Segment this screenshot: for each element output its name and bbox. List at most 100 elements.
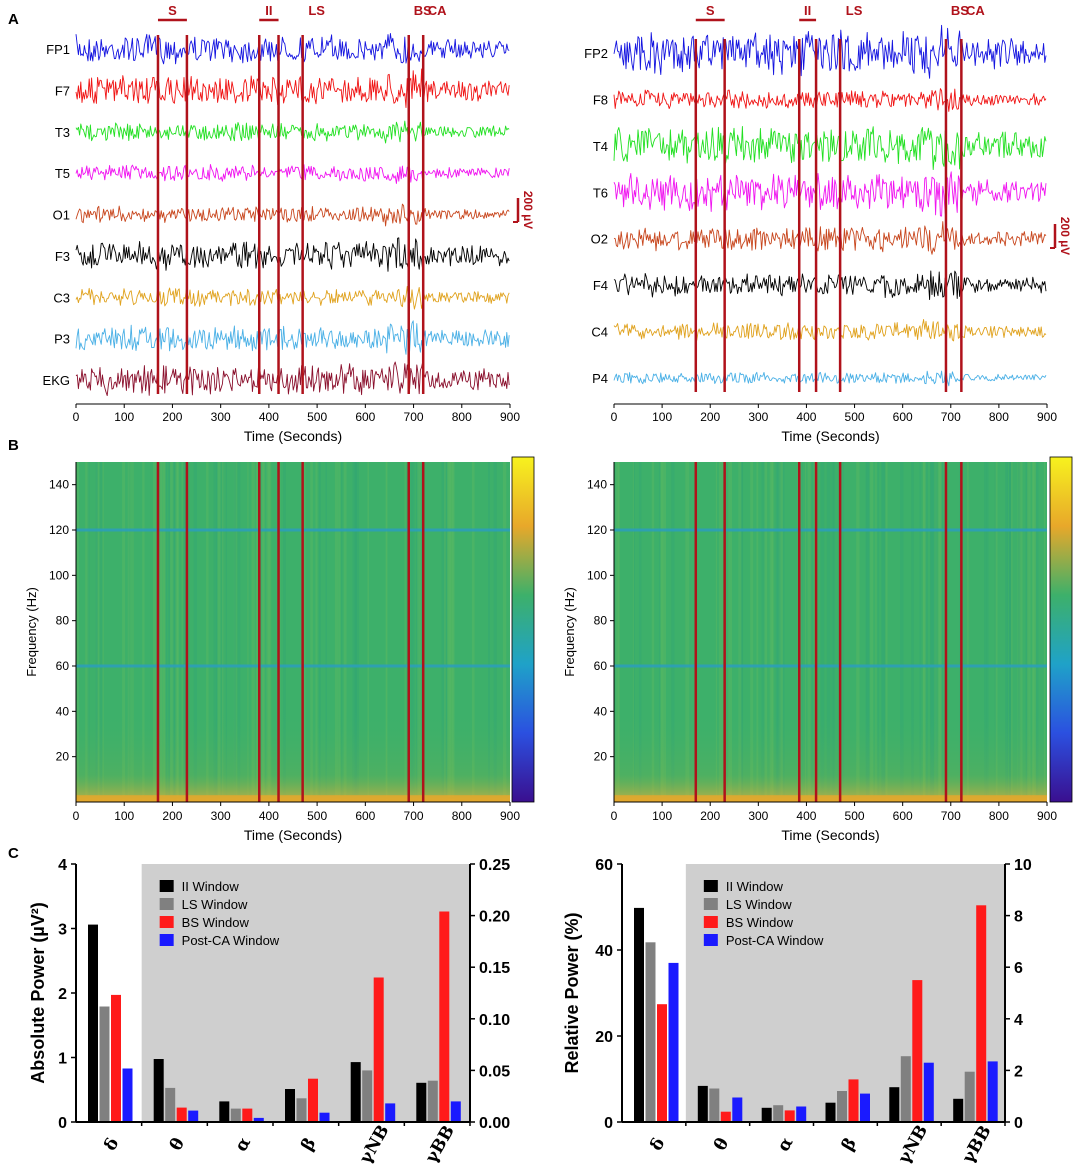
- band-power-chart-4: δ θ α β γNB γBB 0 1 2 3 4 0.00 0.05 0.10 0.15 0.20 0.25 A…: [28, 857, 510, 1167]
- spectrogram-3: 0 100 200 300 400 500 600 700 800 900 20 40 60 80 100 1…: [562, 456, 1073, 843]
- y-tick-label: 20: [56, 750, 70, 764]
- spectrogram-texture: [658, 462, 661, 802]
- event-label: II: [804, 3, 811, 18]
- spectrogram-texture: [87, 462, 90, 802]
- x-tick-label: 700: [404, 410, 424, 424]
- category-label: β: [838, 1135, 861, 1155]
- x-tick-label: 800: [989, 809, 1009, 823]
- y-tick-label: 40: [594, 704, 608, 718]
- spectrogram-texture: [158, 462, 162, 802]
- trace-P4: [613, 370, 1047, 387]
- spectrogram-texture: [283, 462, 286, 802]
- spectrogram-texture: [451, 462, 455, 802]
- channel-label: P3: [54, 332, 70, 347]
- channel-label: O2: [591, 232, 608, 247]
- spectrogram-texture: [842, 462, 845, 802]
- spectrogram-texture: [967, 462, 969, 802]
- spectrogram-texture: [334, 462, 338, 802]
- spectrogram-texture: [1033, 462, 1036, 802]
- spectrogram-texture: [719, 462, 723, 802]
- bar-bs-window-2: [242, 1108, 253, 1122]
- bar-post-ca-window-3: [860, 1093, 870, 1122]
- x-tick-label: 500: [307, 410, 327, 424]
- spectrogram-texture: [153, 462, 157, 802]
- y-tick-label: 140: [587, 478, 607, 492]
- left-y-tick-label: 1: [58, 1051, 67, 1068]
- spectrogram-texture: [261, 462, 265, 802]
- bar-ls-window-5: [427, 1080, 438, 1122]
- bar-post-ca-window-5: [987, 1061, 998, 1122]
- category-label: γNB: [356, 1122, 394, 1168]
- right-axis-region: [685, 864, 1005, 1122]
- trace-C4: [613, 319, 1047, 342]
- trace-F7: [75, 68, 510, 110]
- spectrogram-texture: [100, 462, 103, 802]
- low-frequency-power: [614, 711, 1047, 802]
- right-y-tick-label: 0.20: [479, 909, 510, 926]
- x-tick-label: 600: [355, 809, 375, 823]
- spectrogram-texture: [225, 462, 227, 802]
- trace-O2: [613, 221, 1047, 255]
- trace-F3: [75, 237, 510, 272]
- spectrogram-texture: [763, 462, 768, 802]
- spectrogram-texture: [410, 462, 413, 802]
- spectrogram-texture: [343, 462, 347, 802]
- x-tick-label: 700: [404, 809, 424, 823]
- x-axis-label: Time (Seconds): [781, 428, 879, 444]
- bar-bs-window-3: [848, 1079, 859, 1122]
- bar-ls-window-0: [645, 942, 656, 1122]
- bar-post-ca-window-2: [253, 1117, 264, 1122]
- trace-F8: [613, 88, 1047, 112]
- x-tick-label: 800: [989, 410, 1009, 424]
- trace-P3: [75, 320, 510, 355]
- line-noise-band: [614, 664, 1047, 668]
- legend-swatch: [703, 934, 718, 946]
- channel-label: P4: [592, 371, 608, 386]
- x-tick-label: 900: [1037, 809, 1057, 823]
- spectrogram-texture: [142, 462, 145, 802]
- x-tick-label: 400: [796, 809, 816, 823]
- left-y-tick-label: 2: [58, 986, 67, 1003]
- right-y-tick-label: 0: [1014, 1115, 1023, 1132]
- bar-bs-window-5: [976, 905, 987, 1122]
- bar-ii-window-3: [285, 1089, 295, 1122]
- spectrogram-texture: [671, 462, 675, 802]
- x-tick-label: 400: [259, 809, 279, 823]
- legend-label: LS Window: [182, 897, 248, 912]
- bar-post-ca-window-5: [450, 1101, 461, 1122]
- spectrogram-texture: [169, 462, 174, 802]
- right-y-tick-label: 10: [1014, 857, 1032, 874]
- spectrogram-texture: [233, 462, 236, 802]
- x-tick-label: 100: [652, 410, 672, 424]
- x-tick-label: 200: [162, 809, 182, 823]
- spectrogram-texture: [404, 462, 407, 802]
- spectrogram-texture: [217, 462, 221, 802]
- spectrogram-texture: [206, 462, 209, 802]
- spectrogram-texture: [502, 462, 507, 802]
- bar-post-ca-window-0: [668, 962, 679, 1122]
- spectrogram-texture: [251, 462, 254, 802]
- channel-label: C3: [53, 290, 70, 305]
- bar-ii-window-5: [953, 1098, 964, 1122]
- colorbar: [1049, 456, 1073, 803]
- category-label: α: [774, 1134, 798, 1155]
- panel-label-a: A: [8, 11, 19, 28]
- spectrogram-texture: [237, 462, 241, 802]
- spectrogram-texture: [900, 462, 904, 802]
- spectrogram-texture: [1043, 462, 1046, 802]
- spectrogram-texture: [160, 462, 165, 802]
- category-label: δ: [646, 1135, 669, 1155]
- bar-bs-window-4: [912, 980, 923, 1122]
- bar-ls-window-2: [773, 1105, 784, 1122]
- legend-swatch: [159, 898, 174, 910]
- spectrogram-texture: [826, 462, 831, 802]
- x-tick-label: 0: [611, 809, 618, 823]
- spectrogram-texture: [925, 462, 928, 802]
- y-tick-label: 120: [587, 523, 607, 537]
- left-y-tick-label: 60: [595, 857, 613, 874]
- spectrogram-texture: [167, 462, 171, 802]
- spectrogram-texture: [750, 462, 754, 802]
- bar-ls-window-1: [709, 1088, 720, 1122]
- x-tick-label: 100: [114, 410, 134, 424]
- x-tick-label: 600: [355, 410, 375, 424]
